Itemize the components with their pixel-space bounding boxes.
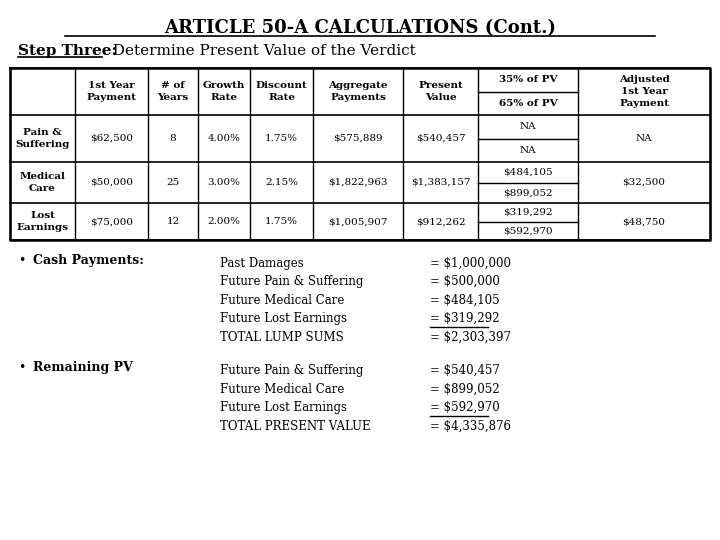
Text: 35% of PV: 35% of PV	[499, 75, 557, 84]
Text: Past Damages: Past Damages	[220, 256, 304, 270]
Text: = $4,335,876: = $4,335,876	[430, 420, 511, 433]
Text: $62,500: $62,500	[90, 134, 133, 143]
Text: = $540,457: = $540,457	[430, 364, 500, 377]
Text: = $592,970: = $592,970	[430, 401, 500, 414]
Text: Aggregate
Payments: Aggregate Payments	[328, 81, 388, 102]
Text: 2.15%: 2.15%	[265, 178, 298, 187]
Text: Adjusted
1st Year
Payment: Adjusted 1st Year Payment	[618, 75, 670, 108]
Text: 2.00%: 2.00%	[207, 217, 240, 226]
Text: 3.00%: 3.00%	[207, 178, 240, 187]
Text: 4.00%: 4.00%	[207, 134, 240, 143]
Text: 1.75%: 1.75%	[265, 217, 298, 226]
Text: Future Medical Care: Future Medical Care	[220, 294, 344, 307]
Text: Step Three:: Step Three:	[18, 44, 117, 58]
Text: = $500,000: = $500,000	[430, 275, 500, 288]
Text: Pain &
Suffering: Pain & Suffering	[15, 129, 70, 148]
Text: NA: NA	[520, 122, 536, 131]
Text: $48,750: $48,750	[623, 217, 665, 226]
Text: Future Pain & Suffering: Future Pain & Suffering	[220, 364, 364, 377]
Text: •: •	[18, 254, 25, 267]
Text: Medical
Care: Medical Care	[19, 172, 66, 193]
Text: TOTAL LUMP SUMS: TOTAL LUMP SUMS	[220, 330, 343, 344]
Text: 1st Year
Payment: 1st Year Payment	[86, 81, 137, 102]
Text: Future Pain & Suffering: Future Pain & Suffering	[220, 275, 364, 288]
Text: 1.75%: 1.75%	[265, 134, 298, 143]
Text: ARTICLE 50-A CALCULATIONS (Cont.): ARTICLE 50-A CALCULATIONS (Cont.)	[164, 19, 556, 37]
Text: $1,005,907: $1,005,907	[328, 217, 388, 226]
Text: Lost
Earnings: Lost Earnings	[17, 212, 68, 232]
Text: $319,292: $319,292	[503, 208, 553, 217]
Text: $50,000: $50,000	[90, 178, 133, 187]
Text: NA: NA	[520, 146, 536, 155]
Text: 8: 8	[170, 134, 176, 143]
Text: Growth
Rate: Growth Rate	[203, 81, 246, 102]
Text: TOTAL PRESENT VALUE: TOTAL PRESENT VALUE	[220, 420, 371, 433]
Text: Future Medical Care: Future Medical Care	[220, 382, 344, 395]
Text: •: •	[18, 361, 25, 374]
Text: # of
Years: # of Years	[158, 81, 189, 102]
Text: = $1,000,000: = $1,000,000	[430, 256, 511, 270]
Text: $575,889: $575,889	[333, 134, 383, 143]
Text: = $2,303,397: = $2,303,397	[430, 330, 511, 344]
Text: Discount
Rate: Discount Rate	[256, 81, 307, 102]
Text: Present
Value: Present Value	[418, 81, 463, 102]
Text: $912,262: $912,262	[415, 217, 465, 226]
Text: $899,052: $899,052	[503, 188, 553, 197]
Text: Future Lost Earnings: Future Lost Earnings	[220, 401, 347, 414]
Text: $75,000: $75,000	[90, 217, 133, 226]
Text: = $484,105: = $484,105	[430, 294, 500, 307]
Text: Future Lost Earnings: Future Lost Earnings	[220, 312, 347, 325]
Text: Determine Present Value of the Verdict: Determine Present Value of the Verdict	[103, 44, 415, 58]
Text: 25: 25	[166, 178, 179, 187]
Text: $32,500: $32,500	[623, 178, 665, 187]
Text: 65% of PV: 65% of PV	[499, 99, 557, 108]
Text: 12: 12	[166, 217, 179, 226]
Text: Cash Payments:: Cash Payments:	[33, 254, 144, 267]
Text: Remaining PV: Remaining PV	[33, 361, 133, 374]
Text: NA: NA	[636, 134, 652, 143]
Text: $1,383,157: $1,383,157	[410, 178, 470, 187]
Text: $484,105: $484,105	[503, 168, 553, 177]
Text: $592,970: $592,970	[503, 226, 553, 235]
Text: = $899,052: = $899,052	[430, 382, 500, 395]
Text: $1,822,963: $1,822,963	[328, 178, 388, 187]
Text: $540,457: $540,457	[415, 134, 465, 143]
Text: = $319,292: = $319,292	[430, 312, 500, 325]
